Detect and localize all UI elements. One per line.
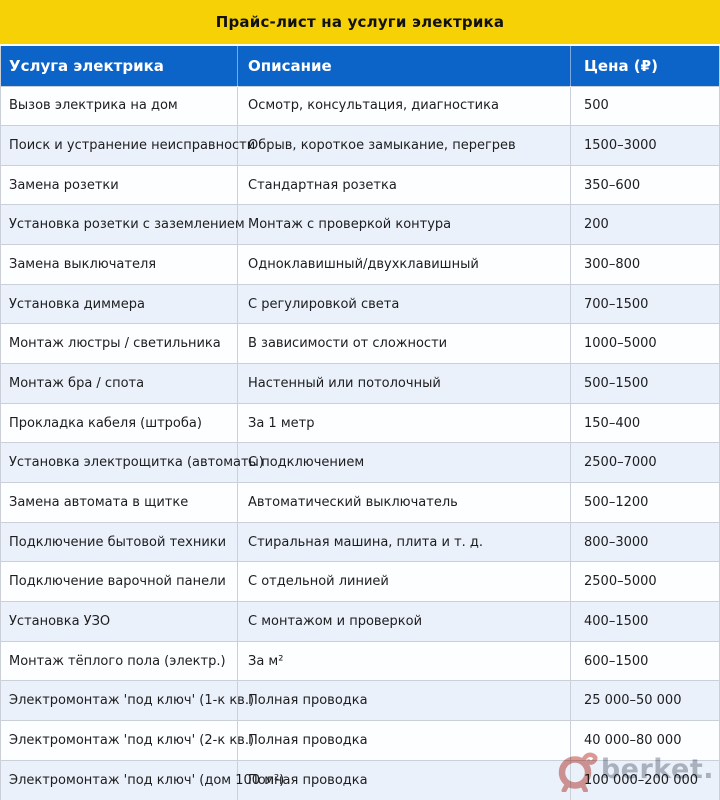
service-cell: Монтаж тёплого пола (электр.): [0, 640, 238, 681]
price-cell: 800–3000: [570, 521, 720, 562]
column-header-service: Услуга электрика: [0, 46, 238, 86]
page-title: Прайс-лист на услуги электрика: [215, 13, 505, 31]
service-cell: Подключение бытовой техники: [0, 521, 238, 562]
service-cell: Установка УЗО: [0, 601, 238, 642]
description-cell: Стиральная машина, плита и т. д.: [237, 521, 571, 562]
service-cell: Электромонтаж 'под ключ' (2-к кв.): [0, 720, 254, 761]
description-cell: С монтажом и проверкой: [237, 601, 571, 642]
table-row: Электромонтаж 'под ключ' (дом 100 м²) По…: [0, 759, 720, 800]
description-cell: С отдельной линией: [237, 561, 571, 602]
table-row: Электромонтаж 'под ключ' (2-к кв.) Полна…: [0, 720, 720, 761]
price-cell: 1500–3000: [570, 125, 720, 166]
table-row: Поиск и устранение неисправности Обрыв, …: [0, 125, 720, 166]
service-cell: Монтаж люстры / светильника: [0, 323, 238, 364]
description-cell: Полная проводка: [237, 759, 571, 800]
price-cell: 40 000–80 000: [570, 720, 720, 761]
table-row: Замена автомата в щитке Автоматический в…: [0, 482, 720, 523]
price-cell: 25 000–50 000: [570, 680, 720, 721]
table-row: Подключение бытовой техники Стиральная м…: [0, 521, 720, 562]
description-cell: За 1 метр: [237, 402, 571, 443]
price-cell: 300–800: [570, 244, 720, 285]
price-cell: 1000–5000: [570, 323, 720, 364]
price-cell: 150–400: [570, 402, 720, 443]
price-cell: 500: [570, 85, 720, 126]
table-row: Установка розетки с заземлением Монтаж с…: [0, 204, 720, 245]
table-row: Установка УЗО С монтажом и проверкой 400…: [0, 601, 720, 642]
description-cell: С подключением: [237, 442, 571, 483]
price-cell: 2500–7000: [570, 442, 720, 483]
description-cell: Полная проводка: [237, 720, 571, 761]
table-row: Электромонтаж 'под ключ' (1-к кв.) Полна…: [0, 680, 720, 721]
service-cell: Замена автомата в щитке: [0, 482, 238, 523]
description-cell: С регулировкой света: [237, 283, 571, 324]
price-cell: 200: [570, 204, 720, 245]
description-cell: Монтаж с проверкой контура: [237, 204, 571, 245]
service-cell: Вызов электрика на дом: [0, 85, 238, 126]
price-table-body: Вызов электрика на дом Осмотр, консульта…: [0, 85, 720, 800]
table-row: Установка диммера С регулировкой света 7…: [0, 283, 720, 324]
table-row: Монтаж тёплого пола (электр.) За м² 600–…: [0, 640, 720, 681]
column-header-price: Цена (₽): [570, 46, 720, 86]
description-cell: Одноклавишный/двухклавишный: [237, 244, 571, 285]
service-cell: Поиск и устранение неисправности: [0, 125, 255, 166]
price-cell: 400–1500: [570, 601, 720, 642]
description-cell: Полная проводка: [237, 680, 571, 721]
price-cell: 500–1200: [570, 482, 720, 523]
price-cell: 350–600: [570, 164, 720, 205]
service-cell: Монтаж бра / спота: [0, 363, 238, 404]
table-row: Подключение варочной панели С отдельной …: [0, 561, 720, 602]
price-cell: 2500–5000: [570, 561, 720, 602]
table-row: Установка электрощитка (автоматы) С подк…: [0, 442, 720, 483]
description-cell: Настенный или потолочный: [237, 363, 571, 404]
service-cell: Электромонтаж 'под ключ' (дом 100 м²): [0, 759, 284, 800]
price-cell: 100 000–200 000: [570, 759, 720, 800]
description-cell: Стандартная розетка: [237, 164, 571, 205]
price-cell: 700–1500: [570, 283, 720, 324]
service-cell: Установка электрощитка (автоматы): [0, 442, 264, 483]
service-cell: Прокладка кабеля (штроба): [0, 402, 238, 443]
table-header-row: Услуга электрика Описание Цена (₽): [0, 46, 720, 86]
description-cell: За м²: [237, 640, 571, 681]
service-cell: Подключение варочной панели: [0, 561, 238, 602]
table-row: Монтаж люстры / светильника В зависимост…: [0, 323, 720, 364]
price-cell: 500–1500: [570, 363, 720, 404]
title-banner: Прайс-лист на услуги электрика: [0, 0, 720, 46]
price-table: Услуга электрика Описание Цена (₽) Вызов…: [0, 46, 720, 800]
table-row: Вызов электрика на дом Осмотр, консульта…: [0, 85, 720, 126]
service-cell: Установка диммера: [0, 283, 238, 324]
table-row: Монтаж бра / спота Настенный или потолоч…: [0, 363, 720, 404]
description-cell: В зависимости от сложности: [237, 323, 571, 364]
service-cell: Замена розетки: [0, 164, 238, 205]
description-cell: Автоматический выключатель: [237, 482, 571, 523]
table-row: Замена выключателя Одноклавишный/двухкла…: [0, 244, 720, 285]
description-cell: Обрыв, короткое замыкание, перегрев: [237, 125, 571, 166]
column-header-description: Описание: [237, 46, 571, 86]
service-cell: Установка розетки с заземлением: [0, 204, 245, 245]
price-cell: 600–1500: [570, 640, 720, 681]
table-row: Прокладка кабеля (штроба) За 1 метр 150–…: [0, 402, 720, 443]
description-cell: Осмотр, консультация, диагностика: [237, 85, 571, 126]
service-cell: Электромонтаж 'под ключ' (1-к кв.): [0, 680, 254, 721]
table-row: Замена розетки Стандартная розетка 350–6…: [0, 164, 720, 205]
service-cell: Замена выключателя: [0, 244, 238, 285]
